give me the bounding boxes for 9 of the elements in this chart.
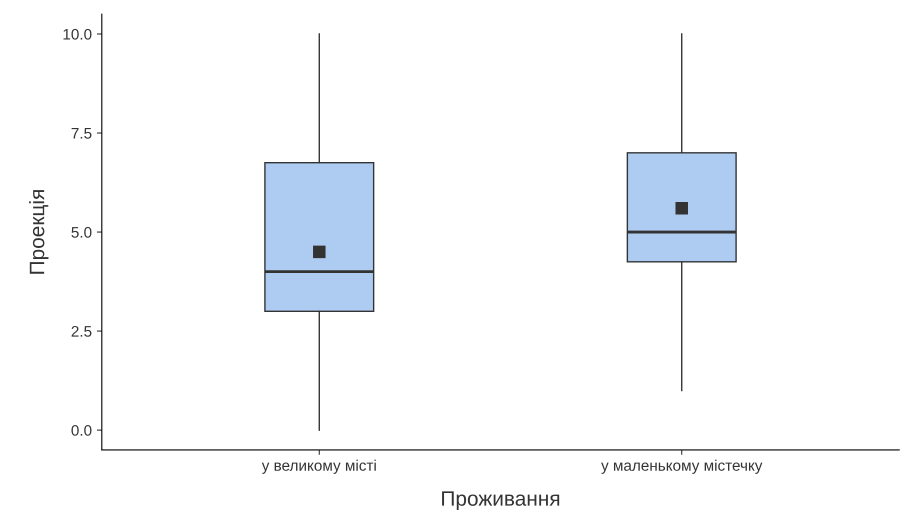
x-axis-title: Проживання xyxy=(442,491,560,510)
y-tick-label: 2.5 xyxy=(72,326,92,337)
y-tick-label: 10.0 xyxy=(64,28,92,40)
y-axis-title: Проекція xyxy=(29,190,48,274)
y-tick-label: 0.0 xyxy=(71,424,92,436)
y-tick-label: 7.5 xyxy=(72,128,92,139)
x-tick-label: у великому місті xyxy=(262,460,376,474)
x-tick-label: у маленькому містечку xyxy=(601,460,762,474)
y-tick-label: 5.0 xyxy=(71,226,92,238)
